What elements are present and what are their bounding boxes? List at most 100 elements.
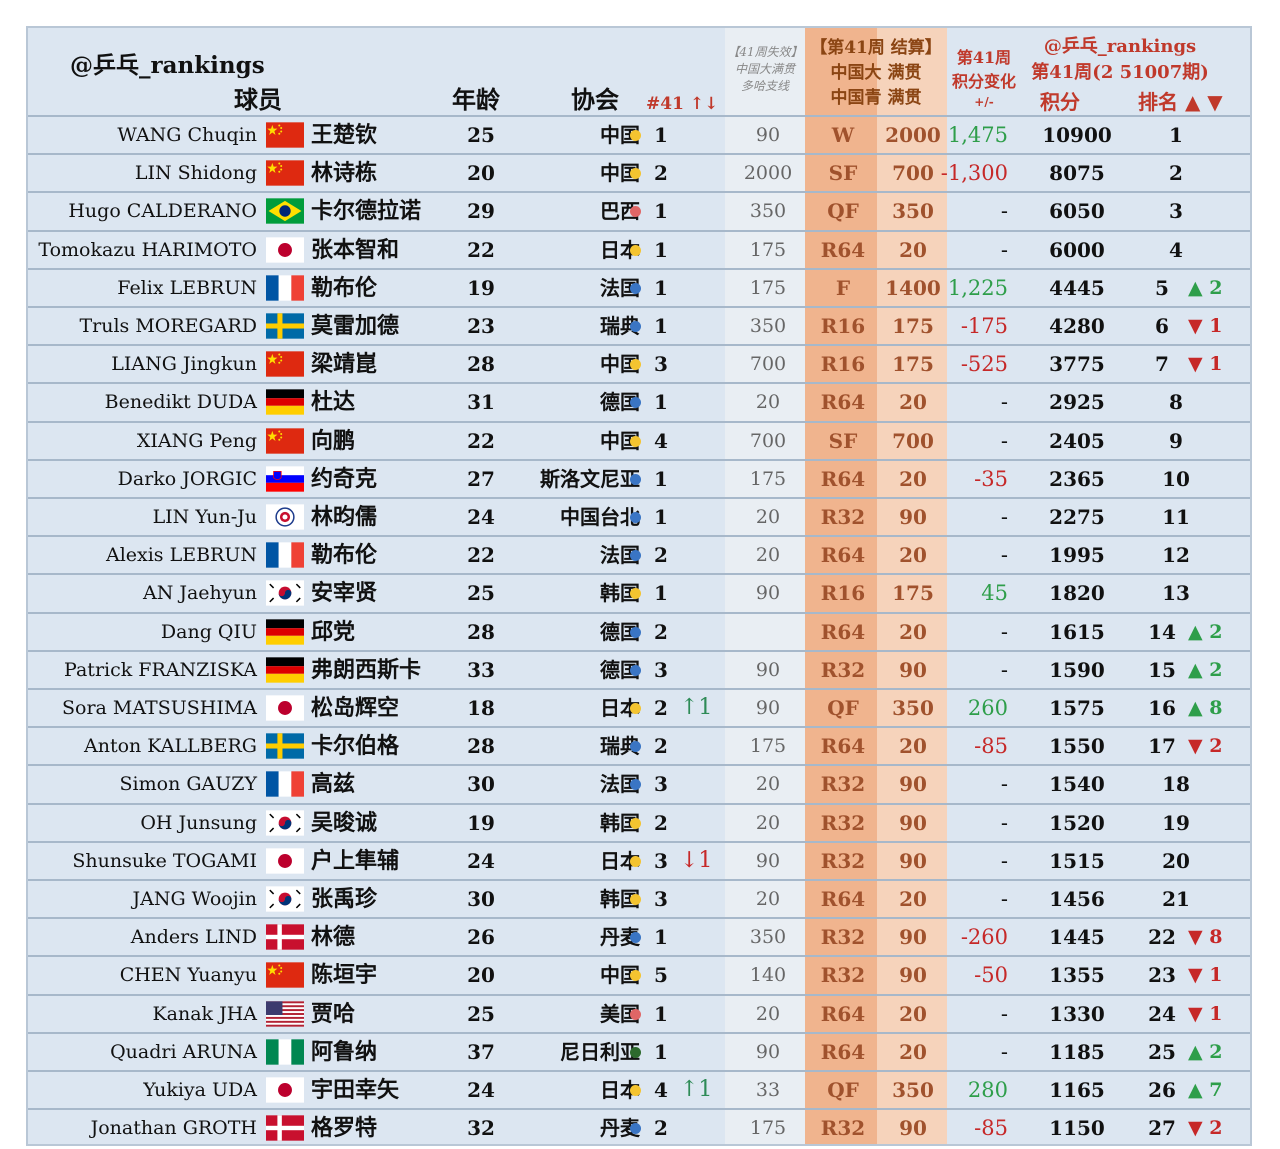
week41-result: R32 xyxy=(820,810,866,835)
association-dot-icon xyxy=(630,932,641,944)
player-age: 22 xyxy=(467,543,495,568)
expire-column-bg xyxy=(725,28,805,1144)
points-change: -175 xyxy=(960,314,1008,338)
week41-result: QF xyxy=(827,199,859,224)
flag-cn-icon xyxy=(266,427,304,454)
week41-result: R64 xyxy=(820,237,866,262)
player-name-cn: 安宰贤 xyxy=(311,580,378,607)
expired-points: 175 xyxy=(749,467,787,490)
association-rank: 1 xyxy=(654,314,668,338)
week41-result: SF xyxy=(828,161,858,186)
total-points: 1540 xyxy=(1049,772,1105,797)
player-age: 28 xyxy=(467,734,495,759)
association-rank: 1 xyxy=(654,1039,668,1064)
points-change: -85 xyxy=(974,1116,1008,1141)
expired-points: 175 xyxy=(749,735,787,758)
association-rank: 3 xyxy=(654,887,668,911)
week41-points: 175 xyxy=(892,352,934,377)
player-name-cn: 格罗特 xyxy=(311,1115,378,1142)
flag-jp-icon xyxy=(266,695,304,721)
week41-result: R64 xyxy=(820,543,866,568)
total-points: 1575 xyxy=(1049,696,1105,720)
week41-result: R64 xyxy=(820,1001,866,1026)
points-change: - xyxy=(1000,657,1008,682)
week41-result: R64 xyxy=(820,1039,866,1064)
total-points: 3775 xyxy=(1049,352,1105,377)
flag-kr-icon xyxy=(266,580,304,607)
expired-points: 175 xyxy=(749,238,787,261)
points-change: - xyxy=(1000,505,1008,529)
table-row: Anton KALLBERG 卡尔伯格 28 瑞典 2 175 R64 20 -85 1550 17… xyxy=(28,726,1250,764)
current-rank: 26 xyxy=(1148,1078,1176,1102)
player-name-cn: 宇田幸矢 xyxy=(311,1077,400,1103)
rank-move: ▲ 2 xyxy=(1188,1040,1223,1063)
total-points: 1615 xyxy=(1049,619,1105,644)
rank-move: ▼ 2 xyxy=(1188,1117,1223,1140)
association-rank: 2 xyxy=(654,810,668,835)
association-rank: 5 xyxy=(654,963,668,988)
total-points: 1820 xyxy=(1049,581,1105,606)
flag-fr-icon xyxy=(266,542,304,568)
association-dot-icon xyxy=(630,741,641,753)
table-row: Quadri ARUNA 阿鲁纳 37 尼日利亚 1 90 R64 20 - 1185 25 ▲ 2 xyxy=(28,1031,1250,1070)
points-change: - xyxy=(1000,199,1008,224)
table-row: LIANG Jingkun 梁靖崑 28 中国 3 700 R16 175 -525 3775 7 ▼… xyxy=(28,344,1250,382)
association-rank: 1 xyxy=(654,466,668,491)
rank-move: ▲ 2 xyxy=(1188,658,1223,681)
player-name-en: Jonathan GROTH xyxy=(90,1117,257,1140)
player-name-en: CHEN Yuanyu xyxy=(119,964,257,987)
player-name-cn: 勒布伦 xyxy=(311,542,378,569)
player-association: 中国台北 xyxy=(560,505,640,529)
header-week: @乒乓_rankings 第41周(2 51007期) xyxy=(1031,36,1209,83)
association-rank: 4 xyxy=(654,1078,668,1102)
rank-move: ▼ 1 xyxy=(1188,315,1223,337)
player-name-en: JANG Woojin xyxy=(132,888,257,910)
player-age: 32 xyxy=(467,1116,495,1141)
expired-points: 20 xyxy=(755,506,781,528)
week41-points: 20 xyxy=(899,237,927,262)
week41-points: 20 xyxy=(899,1039,927,1064)
association-dot-icon xyxy=(630,473,641,485)
table-row: Tomokazu HARIMOTO 张本智和 22 日本 1 175 R64 20-6000 4 xyxy=(28,229,1250,268)
association-rank: 3 xyxy=(654,657,668,682)
flag-us-icon xyxy=(266,1000,304,1027)
week41-result: R32 xyxy=(820,505,866,529)
header-association: 协会 xyxy=(571,85,619,114)
association-dot-icon xyxy=(630,397,641,409)
result-column-bg xyxy=(805,28,877,1144)
table-row: CHEN Yuanyu 陈垣宇 20 中国 5 140 R32 90 -50 1355 23 ▼ 1 xyxy=(28,955,1250,993)
current-rank: 5 xyxy=(1155,275,1169,300)
week41-points: 700 xyxy=(892,428,934,453)
flag-ng-icon xyxy=(266,1039,304,1065)
table-row: Shunsuke TOGAMI 户上隼辅 24 日本 3 ↓1 90 R32 90-1515 20 xyxy=(28,840,1250,879)
association-rank: 2 xyxy=(654,619,668,644)
week41-result: R64 xyxy=(820,466,866,491)
association-dot-icon xyxy=(630,130,641,141)
player-age: 22 xyxy=(467,237,495,262)
points-change: 1,475 xyxy=(947,123,1008,147)
week41-result: R32 xyxy=(820,1116,866,1141)
points-change: -35 xyxy=(974,466,1008,491)
header-settlement: 【第41周 结算】 中国大 满贯 中国青 满贯 xyxy=(810,38,942,108)
player-name-cn: 张本智和 xyxy=(311,236,400,263)
week41-points: 90 xyxy=(899,772,927,797)
total-points: 8075 xyxy=(1049,161,1105,186)
table-row: Patrick FRANZISKA 弗朗西斯卡 33 德国 3 90 R32 90-1590 1… xyxy=(28,649,1250,688)
association-dot-icon xyxy=(630,512,641,523)
association-dot-icon xyxy=(630,703,641,714)
header-change: 第41周 积分变化 +/- xyxy=(951,48,1016,109)
player-name-cn: 弗朗西斯卡 xyxy=(311,656,422,683)
player-name-cn: 邱党 xyxy=(311,618,356,645)
total-points: 2275 xyxy=(1049,505,1105,529)
week41-result: R64 xyxy=(820,390,866,415)
expired-points: 90 xyxy=(755,582,781,605)
expired-points: 175 xyxy=(749,276,787,299)
player-name-en: Simon GAUZY xyxy=(119,773,257,796)
points-change: - xyxy=(1000,543,1008,568)
player-age: 30 xyxy=(467,887,495,911)
player-name-cn: 梁靖崑 xyxy=(311,351,378,378)
expired-points: 90 xyxy=(755,849,781,872)
player-name-cn: 杜达 xyxy=(311,389,356,416)
flag-cn-icon xyxy=(266,122,304,148)
current-rank: 20 xyxy=(1162,848,1190,873)
